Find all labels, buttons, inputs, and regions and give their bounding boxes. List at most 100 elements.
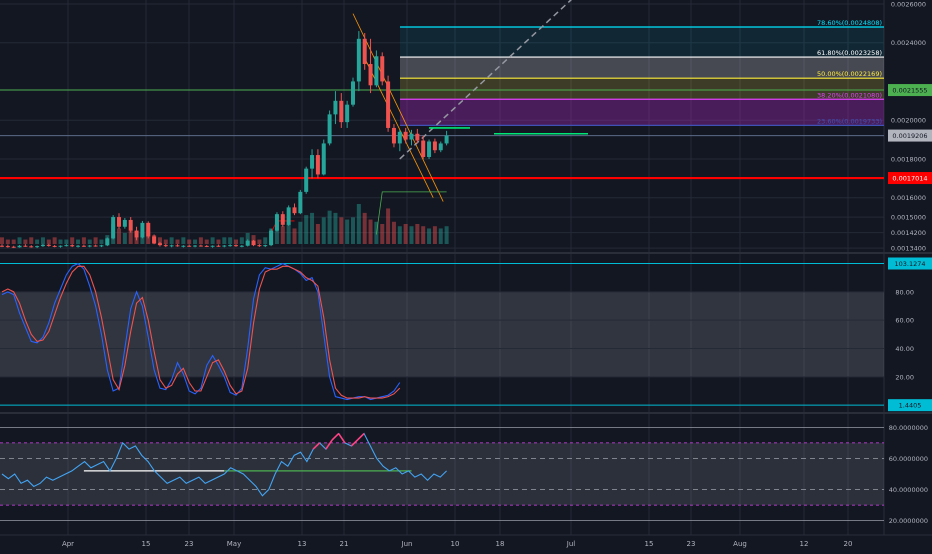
candle-body[interactable] [93, 245, 98, 247]
rsi-line[interactable] [1, 432, 447, 497]
candle-body[interactable] [128, 219, 133, 231]
candle-body[interactable] [157, 243, 162, 246]
x-tick-label: 23 [687, 540, 696, 548]
candle-body[interactable] [111, 217, 116, 239]
candle-body[interactable] [140, 222, 145, 238]
candle-body[interactable] [298, 191, 303, 214]
candle-body[interactable] [368, 64, 373, 86]
candle-body[interactable] [362, 38, 367, 64]
candle-body[interactable] [321, 143, 326, 175]
candle-body[interactable] [397, 131, 402, 144]
x-tick-label: May [227, 540, 241, 548]
candle-body[interactable] [310, 155, 315, 169]
candle-body[interactable] [415, 133, 420, 141]
candle-body[interactable] [0, 245, 4, 247]
volume-bar [298, 221, 303, 244]
candle-body[interactable] [216, 245, 221, 247]
volume-bar [93, 237, 98, 244]
candle-body[interactable] [444, 135, 449, 144]
candle-body[interactable] [181, 245, 186, 247]
candle-body[interactable] [52, 245, 57, 247]
candle-body[interactable] [70, 245, 75, 247]
candle-body[interactable] [257, 245, 262, 247]
candle-body[interactable] [356, 38, 361, 82]
volume-bar [76, 239, 81, 244]
candle-body[interactable] [327, 114, 332, 144]
candle-body[interactable] [152, 236, 157, 244]
candle-body[interactable] [117, 217, 121, 227]
candle-body[interactable] [23, 245, 28, 247]
candle-body[interactable] [234, 245, 238, 247]
candle-body[interactable] [40, 244, 45, 247]
candle-body[interactable] [339, 100, 344, 123]
candle-body[interactable] [274, 214, 279, 231]
stoch-k-line[interactable] [1, 262, 401, 401]
candle-body[interactable] [345, 104, 350, 123]
volume-bar [87, 239, 92, 244]
candle-body[interactable] [35, 246, 40, 248]
candle-body[interactable] [427, 141, 432, 158]
candle-body[interactable] [76, 245, 81, 247]
stoch-d-line[interactable] [1, 265, 401, 399]
candle-body[interactable] [193, 245, 198, 247]
candle-body[interactable] [438, 143, 443, 151]
candle-body[interactable] [374, 56, 379, 86]
candle-body[interactable] [432, 141, 437, 151]
candle-body[interactable] [228, 245, 233, 247]
volume-bar [280, 226, 285, 244]
candle-body[interactable] [146, 222, 151, 237]
candle-body[interactable] [251, 240, 256, 246]
candle-body[interactable] [64, 245, 69, 247]
volume-bar [175, 239, 180, 244]
candle-body[interactable] [304, 168, 309, 192]
candle-body[interactable] [421, 140, 426, 157]
volume-bar [210, 237, 215, 244]
candle-body[interactable] [163, 245, 168, 247]
candle-body[interactable] [46, 244, 51, 246]
volume-bar [29, 237, 34, 244]
candle-body[interactable] [222, 245, 227, 247]
price-tag [888, 129, 932, 142]
price-axis-label: 0.0014200 [891, 229, 926, 237]
volume-bar [228, 237, 233, 244]
candle-body[interactable] [351, 81, 355, 105]
rsi-overbought-segment [331, 432, 340, 441]
candle-body[interactable] [122, 219, 127, 227]
price-axis-label: 0.0020000 [891, 117, 926, 125]
candle-body[interactable] [210, 245, 215, 247]
candle-body[interactable] [17, 245, 22, 248]
rsi-axis-label: 40.0000000 [889, 486, 928, 494]
candle-body[interactable] [99, 245, 104, 247]
candle-body[interactable] [269, 230, 274, 246]
price-tag-label: 0.0017014 [892, 175, 927, 183]
candle-body[interactable] [11, 246, 16, 248]
candle-body[interactable] [198, 245, 203, 247]
candle-body[interactable] [169, 245, 174, 247]
candle-body[interactable] [239, 245, 244, 247]
candle-body[interactable] [286, 207, 291, 225]
candle-body[interactable] [292, 207, 297, 214]
candle-body[interactable] [5, 246, 10, 248]
candle-body[interactable] [333, 100, 338, 115]
candle-body[interactable] [315, 155, 320, 175]
candle-body[interactable] [403, 131, 408, 140]
descending-trendline[interactable] [352, 13, 444, 202]
candle-body[interactable] [87, 245, 92, 247]
candle-body[interactable] [380, 56, 385, 82]
candle-body[interactable] [409, 133, 414, 140]
candle-body[interactable] [81, 245, 86, 247]
candle-body[interactable] [29, 246, 34, 248]
candle-body[interactable] [58, 245, 63, 247]
candle-body[interactable] [187, 245, 192, 247]
candle-body[interactable] [245, 240, 250, 246]
volume-bar [140, 232, 145, 244]
candle-body[interactable] [263, 245, 268, 247]
candle-body[interactable] [105, 238, 110, 246]
candle-body[interactable] [134, 230, 139, 238]
candle-body[interactable] [391, 127, 396, 144]
candle-body[interactable] [175, 245, 180, 247]
candle-body[interactable] [386, 81, 391, 128]
candle-body[interactable] [204, 245, 209, 247]
candle-body[interactable] [280, 214, 285, 225]
